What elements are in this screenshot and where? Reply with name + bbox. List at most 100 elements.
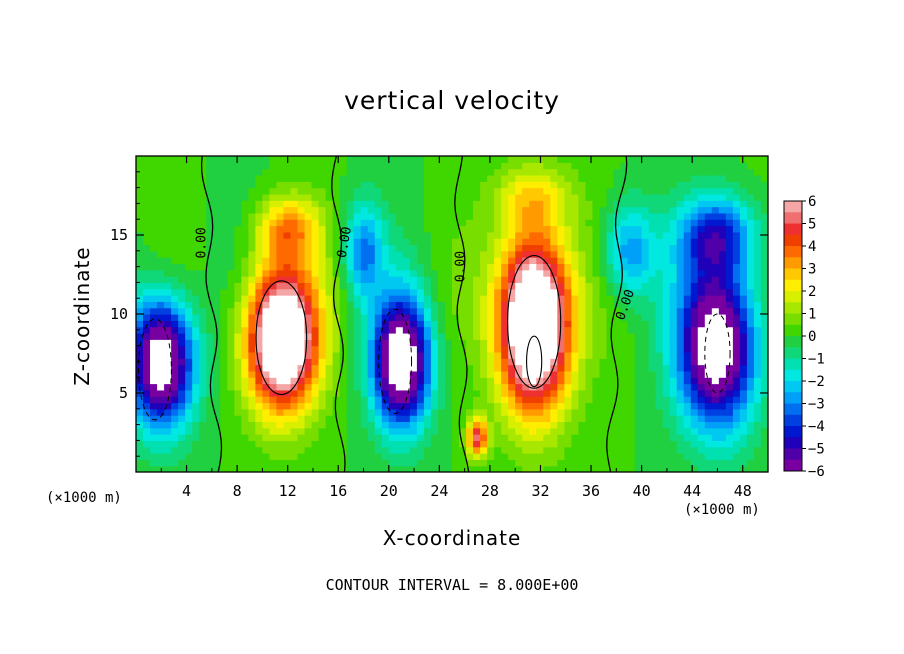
heatmap-cell [192, 389, 200, 397]
heatmap-cell [213, 212, 221, 220]
heatmap-cell [164, 383, 172, 391]
heatmap-cell [557, 295, 565, 302]
heatmap-cell [620, 364, 629, 372]
heatmap-cell [466, 212, 474, 220]
heatmap-cell [437, 301, 446, 309]
heatmap-cell [360, 295, 369, 302]
heatmap-cell [395, 181, 404, 189]
heatmap-cell [711, 288, 720, 296]
heatmap-cell [508, 370, 516, 378]
heatmap-cell [522, 434, 530, 441]
heatmap-cell [746, 219, 755, 227]
heatmap-cell [395, 295, 404, 302]
heatmap-cell [395, 200, 404, 208]
heatmap-cell [662, 440, 671, 448]
heatmap-cell [732, 408, 741, 416]
heatmap-cell [753, 295, 762, 302]
heatmap-cell [374, 238, 383, 246]
heatmap-cell [213, 364, 221, 372]
heatmap-cell [304, 219, 313, 227]
heatmap-cell [578, 383, 587, 391]
heatmap-cell [592, 257, 601, 265]
heatmap-cell [192, 250, 200, 258]
heatmap-cell [613, 168, 622, 176]
heatmap-cell [409, 225, 418, 233]
heatmap-cell [304, 332, 313, 340]
heatmap-cell [662, 225, 671, 233]
heatmap-cell [620, 219, 629, 227]
heatmap-cell [564, 377, 572, 385]
heatmap-cell [711, 351, 720, 359]
heatmap-cell [466, 358, 474, 366]
heatmap-cell [613, 440, 622, 448]
heatmap-cell [269, 200, 278, 208]
heatmap-cell [725, 358, 734, 366]
heatmap-cell [157, 307, 165, 315]
heatmap-cell [339, 332, 348, 340]
heatmap-cell [557, 345, 565, 353]
heatmap-cell [269, 269, 278, 277]
heatmap-cell [746, 307, 755, 315]
heatmap-cell [760, 339, 768, 347]
heatmap-cell [192, 396, 200, 404]
heatmap-cell [599, 427, 608, 435]
heatmap-cell [725, 465, 734, 472]
heatmap-cell [150, 238, 158, 246]
heatmap-cell [248, 351, 256, 359]
heatmap-cell [269, 358, 278, 366]
heatmap-cell [269, 282, 278, 290]
heatmap-cell [627, 200, 636, 208]
heatmap-cell [346, 408, 355, 416]
heatmap-cell [606, 288, 615, 296]
heatmap-cell [599, 168, 608, 176]
heatmap-cell [662, 434, 671, 441]
heatmap-cell [318, 320, 327, 328]
heatmap-cell [641, 453, 650, 460]
heatmap-cell [388, 301, 397, 309]
heatmap-cell [255, 168, 263, 176]
heatmap-cell [402, 345, 411, 353]
heatmap-cell [248, 193, 256, 201]
heatmap-cell [234, 389, 242, 397]
heatmap-cell [283, 421, 292, 429]
heatmap-cell [515, 282, 523, 290]
heatmap-cell [213, 238, 221, 246]
heatmap-cell [606, 206, 615, 214]
heatmap-cell [564, 181, 572, 189]
heatmap-cell [760, 295, 768, 302]
heatmap-cell [501, 370, 509, 378]
heatmap-cell [339, 427, 348, 435]
heatmap-cell [248, 320, 256, 328]
heatmap-cell [515, 396, 523, 404]
heatmap-cell [346, 389, 355, 397]
heatmap-cell [543, 326, 551, 334]
heatmap-cell [725, 244, 734, 252]
heatmap-cell [381, 263, 390, 271]
heatmap-cell [437, 181, 446, 189]
heatmap-cell [480, 320, 488, 328]
heatmap-cell [185, 383, 193, 391]
heatmap-cell [367, 301, 376, 309]
heatmap-cell [676, 377, 685, 385]
heatmap-cell [227, 219, 235, 227]
heatmap-cell [339, 174, 348, 182]
heatmap-cell [508, 212, 516, 220]
heatmap-cell [339, 358, 348, 366]
heatmap-cell [430, 364, 439, 372]
heatmap-cell [248, 421, 256, 429]
heatmap-cell [192, 187, 200, 195]
heatmap-cell [760, 282, 768, 290]
heatmap-cell [297, 307, 306, 315]
heatmap-cell [501, 257, 509, 265]
heatmap-cell [339, 200, 348, 208]
heatmap-cell [620, 231, 629, 239]
heatmap-cell [739, 383, 748, 391]
heatmap-cell [423, 206, 432, 214]
heatmap-cell [353, 212, 362, 220]
heatmap-cell [423, 187, 432, 195]
heatmap-cell [662, 408, 671, 416]
heatmap-cell [150, 206, 158, 214]
heatmap-cell [255, 206, 263, 214]
heatmap-cell [192, 415, 200, 423]
